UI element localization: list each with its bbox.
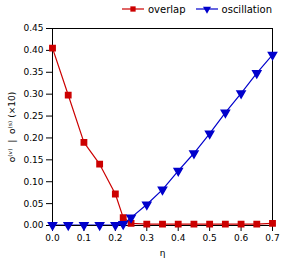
svg-text:0.1: 0.1 xyxy=(77,233,91,243)
svg-text:0.35: 0.35 xyxy=(23,67,43,77)
svg-text:0.20: 0.20 xyxy=(23,133,43,143)
svg-text:0.30: 0.30 xyxy=(23,89,43,99)
svg-text:η: η xyxy=(160,248,166,258)
svg-text:0.6: 0.6 xyxy=(234,233,249,243)
svg-text:0.00: 0.00 xyxy=(23,220,43,230)
svg-text:0.05: 0.05 xyxy=(23,198,43,208)
svg-text:0.3: 0.3 xyxy=(140,233,154,243)
svg-text:o⁽ᵛ⁾ | o⁽ˢ⁾ (×10): o⁽ᵛ⁾ | o⁽ˢ⁾ (×10) xyxy=(7,92,17,162)
svg-text:0.10: 0.10 xyxy=(23,177,43,187)
html-text:oscillation: oscillation xyxy=(221,3,272,15)
svg-text:0.5: 0.5 xyxy=(202,233,216,243)
svg-text:0.45: 0.45 xyxy=(23,23,43,33)
svg-text:0.7: 0.7 xyxy=(265,233,279,243)
svg-text:0.0: 0.0 xyxy=(45,233,60,243)
svg-text:0.40: 0.40 xyxy=(23,45,43,55)
svg-text:0.2: 0.2 xyxy=(108,233,122,243)
svg-text:0.4: 0.4 xyxy=(171,233,186,243)
html-text:overlap: overlap xyxy=(148,3,186,15)
svg-text:0.15: 0.15 xyxy=(23,155,43,165)
svg-text:0.25: 0.25 xyxy=(23,111,43,121)
